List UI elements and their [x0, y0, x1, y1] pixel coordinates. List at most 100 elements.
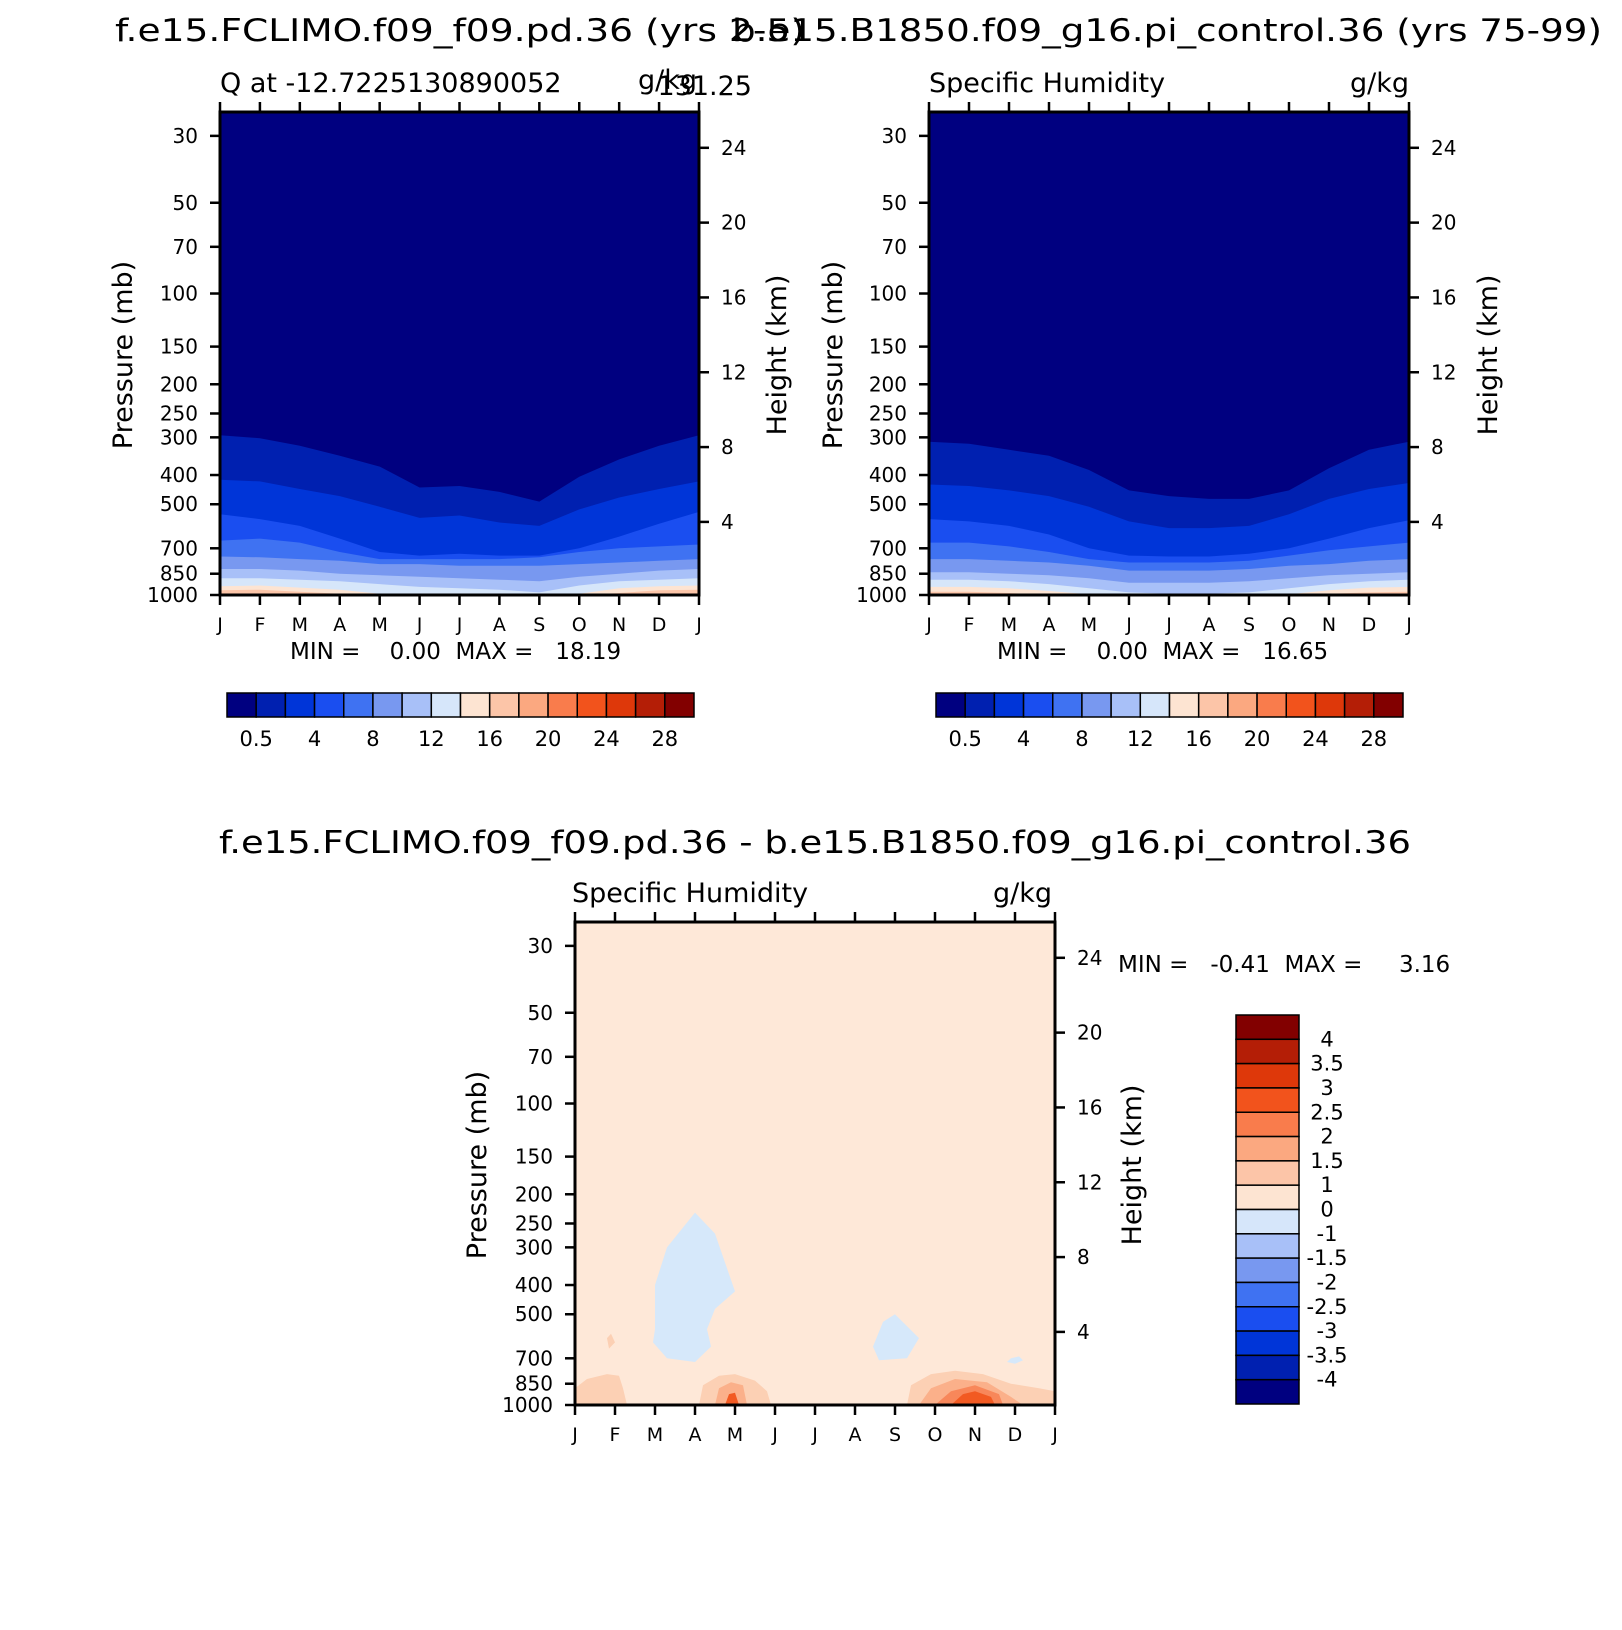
left-figure-title: f.e15.FCLIMO.f09_f09.pd.36 (yrs 2-5) — [115, 13, 805, 49]
right-y-tick-label: 850 — [869, 562, 907, 586]
right-y-tick-label: 400 — [869, 463, 907, 487]
right-x-tick-label: S — [1243, 614, 1255, 636]
diff-colorbar-swatch — [1235, 1062, 1300, 1089]
left-min-max-stats: MIN = 0.00 MAX = 18.19 — [290, 639, 621, 665]
left-colorbar-swatch — [255, 692, 287, 718]
right-x-tick-label: A — [1203, 614, 1216, 636]
diff-y-tick-label: 850 — [515, 1372, 553, 1396]
diff-colorbar-label: -2 — [1317, 1270, 1338, 1294]
left-y-axis-label: Pressure (mb) — [108, 261, 139, 449]
right-y-axis-label: Pressure (mb) — [818, 261, 849, 449]
diff-colorbar-label: 2 — [1320, 1125, 1333, 1149]
diff-y-tick-label: 200 — [515, 1182, 553, 1206]
diff-min-max-stats: MIN = -0.41 MAX = 3.16 — [1118, 952, 1450, 978]
diff-y-tick-label: 1000 — [502, 1393, 553, 1417]
diff-colorbar-swatch — [1235, 1378, 1300, 1405]
diff-panel-left-string: Specific Humidity — [572, 878, 808, 909]
right-colorbar-swatch — [993, 692, 1025, 718]
diff-colorbar-label: -3 — [1317, 1319, 1338, 1343]
right-y-tick-label: 500 — [869, 492, 907, 516]
left-colorbar-swatch — [401, 692, 433, 718]
diff-colorbar-swatch — [1235, 1233, 1300, 1259]
diff-contour-feature — [1007, 1356, 1023, 1364]
left-colorbar-swatch — [605, 692, 637, 718]
left-y-right-tick-label: 20 — [721, 211, 746, 235]
right-colorbar-swatch — [1373, 692, 1404, 718]
right-colorbar-label: 28 — [1360, 727, 1387, 751]
right-y-right-tick-label: 12 — [1431, 360, 1456, 384]
left-x-tick-label: M — [371, 614, 387, 636]
right-colorbar-swatch — [1052, 692, 1083, 718]
right-colorbar-label: 0.5 — [948, 727, 981, 751]
diff-y-right-tick-label: 16 — [1077, 1095, 1102, 1119]
left-y-tick-label: 50 — [173, 191, 198, 215]
right-y-tick-label: 50 — [882, 191, 907, 215]
left-panel-right-string: g/kg — [638, 65, 697, 96]
right-x-tick-label: J — [1165, 614, 1172, 636]
left-colorbar-label: 24 — [593, 727, 620, 751]
diff-y-right-tick-label: 20 — [1077, 1021, 1102, 1045]
right-y-right-tick-label: 4 — [1431, 510, 1444, 534]
left-x-tick-label: J — [216, 614, 223, 636]
diff-y-tick-label: 300 — [515, 1235, 553, 1259]
left-colorbar-label: 8 — [366, 727, 379, 751]
right-colorbar-label: 8 — [1075, 727, 1088, 751]
left-colorbar-swatch — [343, 692, 374, 718]
diff-contour-feature — [575, 1374, 627, 1405]
diff-y-tick-label: 30 — [528, 934, 553, 958]
left-colorbar-label: 0.5 — [239, 727, 272, 751]
diff-x-tick-label: A — [849, 1424, 862, 1446]
diff-colorbar-swatch — [1235, 1306, 1300, 1332]
right-colorbar-label: 20 — [1244, 727, 1271, 751]
diff-x-tick-label: F — [610, 1424, 621, 1446]
diff-colorbar-swatch — [1235, 1184, 1300, 1211]
left-y-tick-label: 70 — [173, 235, 198, 259]
diff-colorbar-label: -4 — [1317, 1368, 1338, 1392]
left-panel-extra-string: 131.25 — [658, 71, 752, 102]
diff-colorbar-swatch — [1235, 1135, 1300, 1162]
diff-x-tick-label: J — [1051, 1424, 1058, 1446]
diff-colorbar-swatch — [1235, 1087, 1300, 1113]
left-contour-band — [220, 585, 699, 595]
diff-colorbar-swatch — [1235, 1208, 1300, 1235]
left-x-tick-label: J — [416, 614, 423, 636]
right-colorbar-swatch — [935, 692, 966, 718]
left-y-right-tick-label: 4 — [721, 510, 734, 534]
left-colorbar-swatch — [488, 692, 520, 718]
left-colorbar: 0.5 4 8 12 16 20 24 28 — [226, 692, 695, 751]
diff-colorbar-swatch — [1235, 1354, 1300, 1381]
diff-colorbar-label: 3 — [1320, 1076, 1333, 1100]
right-y-tick-label: 700 — [869, 536, 907, 560]
left-x-tick-label: S — [533, 614, 545, 636]
diff-y-tick-label: 150 — [515, 1145, 553, 1169]
diff-contour-feature — [951, 1391, 995, 1405]
right-y-tick-label: 70 — [882, 235, 907, 259]
right-x-tick-label: J — [1125, 614, 1132, 636]
right-y-tick-label: 1000 — [856, 583, 907, 607]
right-x-tick-label: J — [1405, 614, 1412, 636]
left-colorbar-swatch — [576, 692, 608, 718]
left-y-tick-label: 300 — [160, 425, 198, 449]
diff-y-tick-label: 400 — [515, 1273, 553, 1297]
diff-colorbar-label: -2.5 — [1307, 1295, 1348, 1319]
diff-colorbar-label: -1.5 — [1307, 1246, 1348, 1270]
left-x-tick-label: J — [695, 614, 702, 636]
right-plot-area — [929, 112, 1409, 595]
left-colorbar-swatch — [226, 692, 257, 718]
right-y-tick-label: 300 — [869, 425, 907, 449]
diff-y-right-tick-label: 4 — [1077, 1320, 1090, 1344]
right-y-right-tick-label: 20 — [1431, 211, 1456, 235]
right-y-right-tick-label: 24 — [1431, 136, 1456, 160]
diff-colorbar-label: 1.5 — [1310, 1149, 1343, 1173]
left-y-tick-label: 100 — [160, 282, 198, 306]
left-x-tick-label: A — [333, 614, 346, 636]
diff-x-tick-label: J — [571, 1424, 578, 1446]
left-colorbar-label: 4 — [308, 727, 321, 751]
right-x-tick-label: M — [1081, 614, 1097, 636]
diff-panel-right-string: g/kg — [993, 878, 1052, 909]
diff-contour-feature — [873, 1314, 919, 1361]
diff-plot-area — [575, 922, 1055, 1405]
diff-contour-feature — [607, 1333, 615, 1349]
